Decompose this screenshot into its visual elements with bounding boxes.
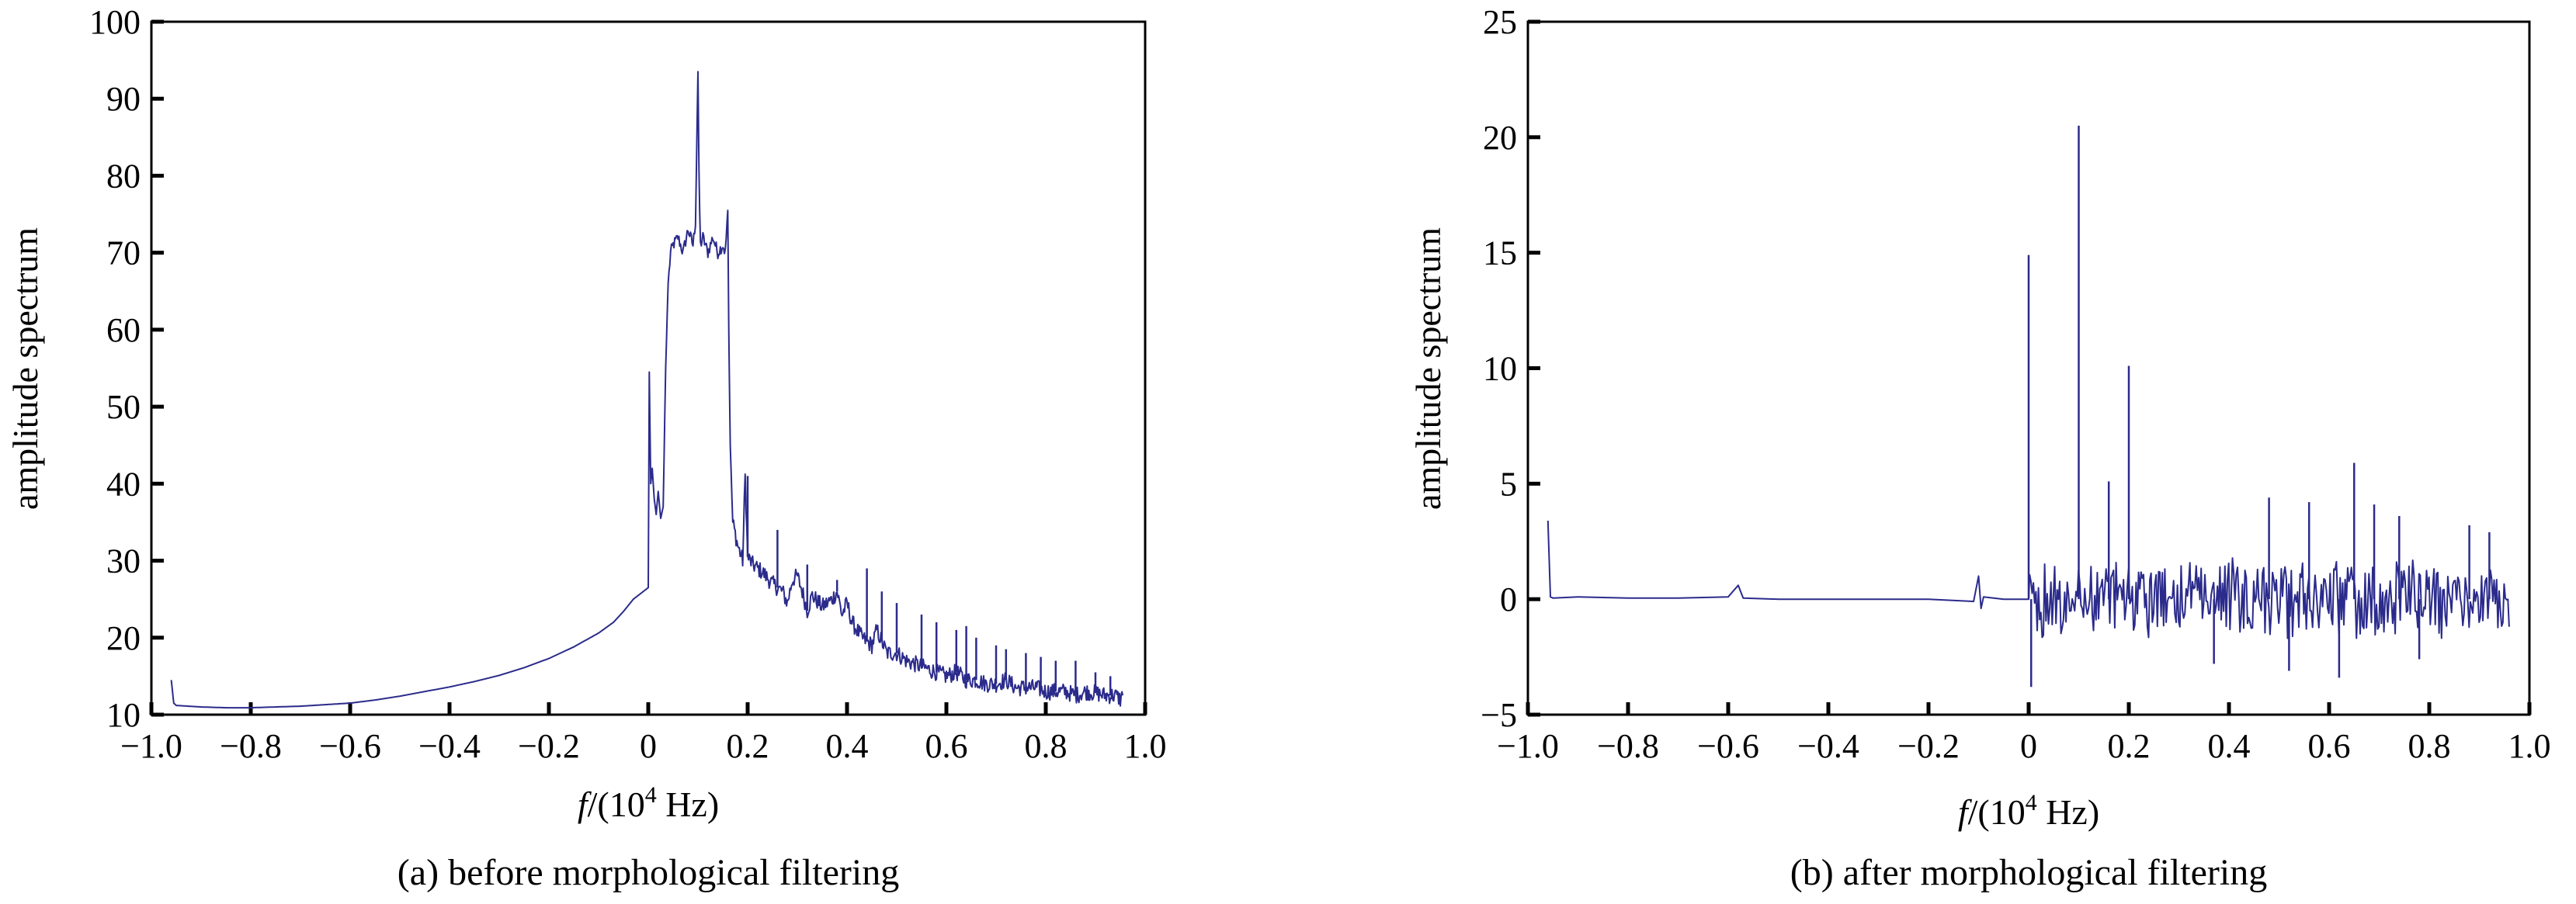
x-axis-label-exp-a: 4 <box>645 782 657 808</box>
x-tick-label: −1.0 <box>1497 727 1559 765</box>
y-tick-label: 100 <box>89 3 141 41</box>
x-tick-label: −0.4 <box>418 727 481 765</box>
x-tick-label: 0.2 <box>2108 727 2151 765</box>
y-tick-label: 70 <box>106 234 141 272</box>
x-tick-label: −0.8 <box>220 727 282 765</box>
y-tick-label: 25 <box>1483 3 1517 41</box>
x-tick-label: −0.4 <box>1797 727 1859 765</box>
y-axis-label-a: amplitude spectrum <box>5 227 45 510</box>
x-tick-label: 0.6 <box>2308 727 2351 765</box>
caption-a: (a) before morphological filtering <box>398 852 899 893</box>
y-ticks-b: −5 0 5 10 15 20 25 <box>1481 3 1540 734</box>
x-tick-label: −0.8 <box>1597 727 1659 765</box>
x-tick-label: −0.6 <box>1697 727 1759 765</box>
y-tick-label: 0 <box>1500 580 1517 618</box>
spectrum-line-b <box>1547 520 2510 639</box>
x-tick-label: 0.4 <box>2208 727 2251 765</box>
y-ticks-a: 10 20 30 40 50 60 70 80 90 100 <box>89 3 164 734</box>
spectrum-line-a <box>170 71 1124 709</box>
caption-b: (b) after morphological filtering <box>1790 852 2267 893</box>
y-tick-label: −5 <box>1481 696 1517 734</box>
x-axis-label-mid-b: /(10 <box>1968 792 2026 832</box>
x-axis-label-unit-b: Hz) <box>2037 792 2099 832</box>
x-axis-label-mid-a: /(10 <box>588 785 645 824</box>
x-axis-label-b: f/(104 Hz) <box>1958 790 2099 832</box>
x-axis-label-a: f/(104 Hz) <box>578 782 719 824</box>
x-ticks-a: −1.0 −0.8 −0.6 −0.4 −0.2 0 0.2 0.4 0.6 0.8 1.0 <box>120 702 1167 765</box>
chart-panel-b: −1.0 −0.8 −0.6 −0.4 −0.2 0 0.2 0.4 0.6 0.8 1.0 −5 0… <box>1408 3 2551 893</box>
x-tick-label: 0 <box>640 727 657 765</box>
y-tick-label: 5 <box>1500 465 1517 503</box>
y-tick-label: 20 <box>1483 119 1517 157</box>
x-tick-label: 0.8 <box>2408 727 2451 765</box>
x-tick-label: −0.2 <box>518 727 580 765</box>
x-tick-label: −1.0 <box>120 727 182 765</box>
x-tick-label: 0 <box>2020 727 2037 765</box>
y-tick-label: 60 <box>106 311 141 349</box>
y-tick-label: 30 <box>106 542 141 580</box>
x-axis-label-unit-a: Hz) <box>657 785 719 824</box>
x-tick-label: 0.6 <box>925 727 968 765</box>
x-tick-label: 1.0 <box>1124 727 1167 765</box>
chart-panel-a: −1.0 −0.8 −0.6 −0.4 −0.2 0 0.2 0.4 0.6 0.8 1.0 10 2… <box>5 3 1167 893</box>
x-tick-label: 0.8 <box>1025 727 1068 765</box>
y-tick-label: 20 <box>106 619 141 657</box>
x-tick-label: 0.4 <box>826 727 869 765</box>
x-tick-label: −0.2 <box>1897 727 1960 765</box>
y-tick-label: 40 <box>106 465 141 503</box>
y-tick-label: 15 <box>1483 234 1517 272</box>
x-ticks-b: −1.0 −0.8 −0.6 −0.4 −0.2 0 0.2 0.4 0.6 0.8 1.0 <box>1497 702 2551 765</box>
x-tick-label: 0.2 <box>727 727 769 765</box>
x-axis-label-exp-b: 4 <box>2026 790 2037 816</box>
y-tick-label: 90 <box>106 80 141 118</box>
y-tick-label: 10 <box>1483 350 1517 388</box>
y-tick-label: 50 <box>106 388 141 426</box>
spikes-b <box>2027 125 2491 688</box>
y-axis-label-b: amplitude spectrum <box>1408 227 1448 510</box>
plot-frame-a <box>150 20 1147 716</box>
y-tick-label: 10 <box>106 696 141 734</box>
x-tick-label: −0.6 <box>319 727 381 765</box>
x-tick-label: 1.0 <box>2508 727 2551 765</box>
y-tick-label: 80 <box>106 157 141 195</box>
spikes-a <box>746 476 1112 696</box>
